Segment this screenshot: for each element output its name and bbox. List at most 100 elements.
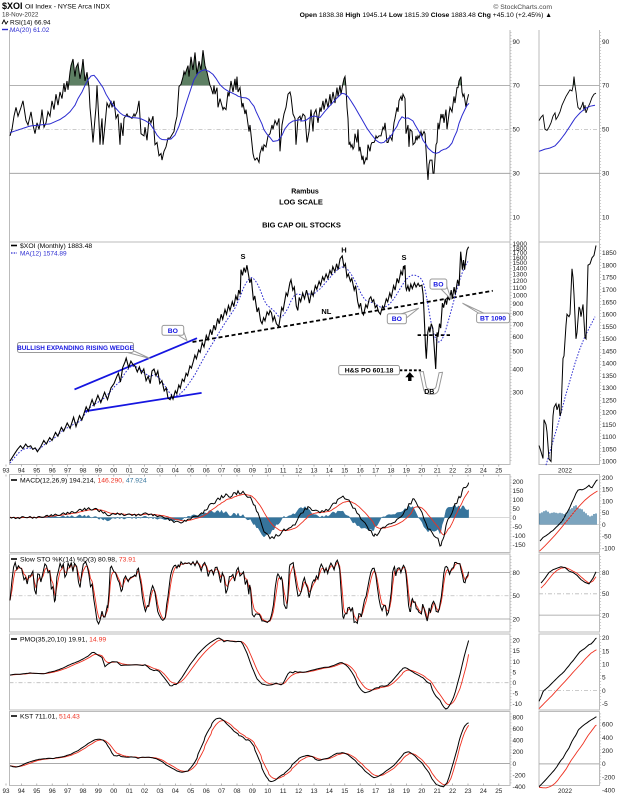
svg-text:14: 14 xyxy=(326,788,334,795)
svg-text:96: 96 xyxy=(49,788,57,795)
svg-text:-5: -5 xyxy=(602,701,608,708)
svg-text:1150: 1150 xyxy=(602,422,616,429)
svg-text:08: 08 xyxy=(233,468,241,475)
svg-text:1000: 1000 xyxy=(513,293,528,300)
svg-text:25: 25 xyxy=(495,468,503,475)
svg-text:21: 21 xyxy=(434,788,442,795)
svg-text:1250: 1250 xyxy=(602,397,617,404)
svg-text:70: 70 xyxy=(602,83,610,90)
svg-text:50: 50 xyxy=(513,127,521,134)
svg-text:100: 100 xyxy=(513,497,524,504)
svg-text:09: 09 xyxy=(249,788,257,795)
svg-text:150: 150 xyxy=(513,488,524,495)
svg-text:0: 0 xyxy=(513,680,517,687)
svg-text:93: 93 xyxy=(2,468,10,475)
svg-text:00: 00 xyxy=(110,788,118,795)
svg-text:MA(20) 61.02: MA(20) 61.02 xyxy=(10,27,50,34)
svg-text:20: 20 xyxy=(513,638,521,645)
svg-text:1300: 1300 xyxy=(602,385,617,392)
svg-text:10: 10 xyxy=(513,659,521,666)
svg-text:1400: 1400 xyxy=(602,361,617,368)
svg-text:-200: -200 xyxy=(602,774,615,781)
svg-text:0: 0 xyxy=(513,515,517,522)
svg-text:600: 600 xyxy=(513,334,524,341)
svg-text:100: 100 xyxy=(602,498,613,505)
svg-text:50: 50 xyxy=(602,510,610,517)
svg-text:MA(12) 1574.89: MA(12) 1574.89 xyxy=(20,251,67,258)
svg-text:90: 90 xyxy=(602,39,610,46)
svg-text:15: 15 xyxy=(341,788,349,795)
svg-text:800: 800 xyxy=(513,715,524,722)
svg-text:15: 15 xyxy=(602,648,610,655)
svg-text:18-Nov-2022: 18-Nov-2022 xyxy=(2,12,39,19)
svg-text:2022: 2022 xyxy=(558,788,573,795)
svg-text:0: 0 xyxy=(513,761,517,768)
svg-text:99: 99 xyxy=(95,468,103,475)
svg-text:25: 25 xyxy=(495,788,503,795)
svg-text:-100: -100 xyxy=(602,545,615,552)
svg-text:20: 20 xyxy=(602,635,610,642)
svg-text:06: 06 xyxy=(203,468,211,475)
svg-text:1350: 1350 xyxy=(602,373,617,380)
svg-text:Oil Index - NYSE Arca INDX: Oil Index - NYSE Arca INDX xyxy=(25,4,110,11)
svg-text:98: 98 xyxy=(79,468,87,475)
svg-text:80: 80 xyxy=(513,570,521,577)
svg-text:90: 90 xyxy=(513,39,521,46)
svg-text:94: 94 xyxy=(18,468,26,475)
svg-text:400: 400 xyxy=(513,366,524,373)
svg-text:Rambus: Rambus xyxy=(291,189,319,196)
svg-text:-100: -100 xyxy=(513,533,526,540)
svg-text:13: 13 xyxy=(310,788,318,795)
svg-text:5: 5 xyxy=(602,675,606,682)
svg-text:50: 50 xyxy=(602,127,610,134)
svg-text:03: 03 xyxy=(156,788,164,795)
svg-text:900: 900 xyxy=(513,301,524,308)
svg-text:11: 11 xyxy=(280,788,287,795)
svg-text:03: 03 xyxy=(156,468,164,475)
svg-text:H: H xyxy=(341,246,346,255)
svg-text:06: 06 xyxy=(203,788,211,795)
svg-text:70: 70 xyxy=(513,83,521,90)
svg-text:02: 02 xyxy=(141,468,149,475)
svg-text:1550: 1550 xyxy=(602,324,617,331)
svg-text:0: 0 xyxy=(602,522,606,529)
svg-text:1100: 1100 xyxy=(513,285,527,292)
svg-text:98: 98 xyxy=(79,788,87,795)
svg-text:NL: NL xyxy=(321,307,331,316)
svg-text:04: 04 xyxy=(172,468,180,475)
svg-text:-400: -400 xyxy=(602,788,615,795)
svg-text:95: 95 xyxy=(33,788,41,795)
svg-text:1200: 1200 xyxy=(513,278,528,285)
svg-text:30: 30 xyxy=(602,171,610,178)
svg-text:13: 13 xyxy=(310,468,318,475)
svg-text:S: S xyxy=(401,253,406,262)
svg-text:1650: 1650 xyxy=(602,299,617,306)
svg-text:1700: 1700 xyxy=(602,287,617,294)
svg-text:700: 700 xyxy=(513,321,524,328)
svg-text:1600: 1600 xyxy=(602,312,617,319)
svg-text:-150: -150 xyxy=(513,542,526,549)
svg-text:20: 20 xyxy=(602,612,610,619)
svg-text:04: 04 xyxy=(172,788,180,795)
svg-text:01: 01 xyxy=(126,468,134,475)
svg-text:5: 5 xyxy=(513,669,517,676)
svg-text:23: 23 xyxy=(464,468,472,475)
svg-text:Slow STO %K(14) %D(3) 80.98, 7: Slow STO %K(14) %D(3) 80.98, 73.91 xyxy=(20,557,136,564)
svg-text:99: 99 xyxy=(95,788,103,795)
svg-text:50: 50 xyxy=(602,591,610,598)
svg-text:07: 07 xyxy=(218,788,226,795)
svg-text:BT 1090: BT 1090 xyxy=(480,315,506,322)
svg-text:09: 09 xyxy=(249,468,257,475)
svg-text:$XOI: $XOI xyxy=(2,1,23,11)
svg-text:-200: -200 xyxy=(513,772,526,779)
svg-text:BO: BO xyxy=(392,316,402,323)
svg-text:15: 15 xyxy=(341,468,349,475)
svg-text:17: 17 xyxy=(372,468,380,475)
svg-text:1800: 1800 xyxy=(602,262,617,269)
svg-text:200: 200 xyxy=(602,748,613,755)
svg-text:1500: 1500 xyxy=(602,336,617,343)
svg-text:20: 20 xyxy=(418,788,426,795)
svg-text:12: 12 xyxy=(295,788,303,795)
svg-text:50: 50 xyxy=(513,506,521,513)
svg-text:50: 50 xyxy=(513,593,521,600)
